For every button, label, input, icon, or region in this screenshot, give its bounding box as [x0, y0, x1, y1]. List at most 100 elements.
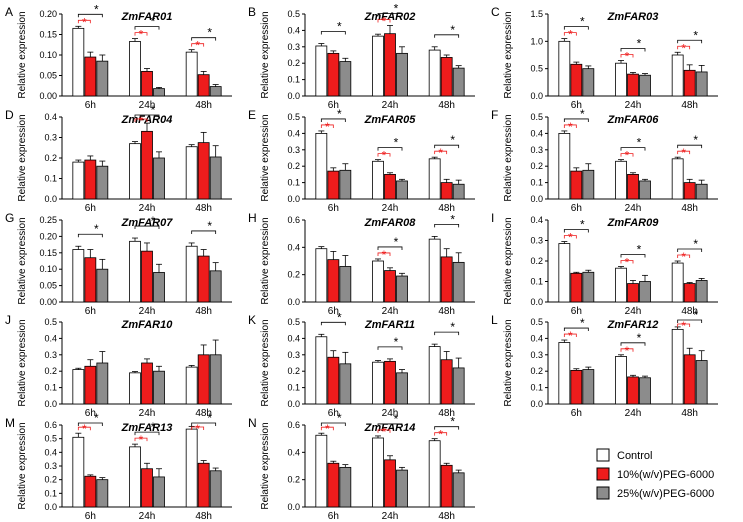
- bar-6h-s1: [84, 159, 97, 200]
- bar-6h-s0: [558, 40, 571, 97]
- y-tick-label: 0.5: [530, 317, 543, 327]
- sig-star-25: *: [580, 15, 585, 29]
- sig-star-10: *: [382, 248, 387, 262]
- sig-star-10: *: [139, 28, 144, 42]
- panel-letter: C: [491, 5, 500, 19]
- panel-C: C ZmFAR03 Relative expression 0.0 0.5 1.0 1.5 6…: [491, 5, 718, 111]
- x-tick-label: 24h: [139, 306, 156, 317]
- x-tick-label: 6h: [328, 100, 339, 111]
- sig-bracket-25: [434, 331, 460, 336]
- bar-24h-s1: [627, 283, 639, 303]
- x-tick-label: 6h: [571, 203, 582, 214]
- bar-24h-s2: [153, 370, 165, 405]
- sig-bracket-25: [134, 225, 160, 230]
- panel-title: ZmFAR05: [364, 114, 417, 126]
- legend-swatch-peg10: [596, 467, 610, 481]
- sig-bracket-25: [134, 431, 160, 436]
- panel-title: ZmFAR03: [607, 11, 659, 23]
- sig-star-25: *: [637, 331, 642, 345]
- sig-bracket-10: [563, 124, 577, 128]
- bar-48h-s0: [185, 146, 198, 200]
- x-tick-label: 24h: [382, 511, 399, 522]
- bar-48h-s2: [695, 360, 708, 405]
- bar-48h-s0: [185, 428, 198, 508]
- y-tick-label: 0.0: [530, 399, 543, 409]
- y-tick-label: 0.2: [530, 256, 543, 266]
- panel-K: K ZmFAR11 Relative expression 0.0 0.1 0.2 0.3 0…: [248, 310, 475, 419]
- bar-6h-s0: [315, 336, 328, 405]
- sig-star-25: *: [693, 133, 698, 147]
- x-tick-label: 24h: [139, 100, 156, 111]
- sig-star-10: *: [681, 146, 686, 160]
- sig-star-10: *: [382, 14, 387, 28]
- sig-bracket-25: [620, 342, 646, 346]
- x-tick-label: 24h: [139, 511, 156, 522]
- sig-bracket-10: [620, 348, 634, 352]
- x-tick-label: 6h: [328, 203, 339, 214]
- y-tick-label: 0.2: [287, 475, 300, 485]
- y-axis-label: Relative expression: [17, 114, 28, 201]
- sig-star-25: *: [151, 214, 156, 228]
- bar-24h-s0: [129, 240, 141, 303]
- bar-48h-s1: [197, 354, 210, 405]
- panel-L: L ZmFAR12 Relative expression 0.0 0.1 0.2 0.3 0…: [491, 308, 718, 419]
- x-tick-label: 6h: [328, 408, 339, 419]
- sig-bracket-25: [434, 426, 460, 430]
- panel-G: G ZmFAR07 Relative expression 0.00 0.05 0.10 0…: [5, 211, 232, 317]
- bar-48h-s2: [209, 86, 222, 97]
- sig-bracket-10: [377, 429, 391, 433]
- bar-6h-s2: [582, 169, 595, 200]
- y-axis-label: Relative expression: [503, 11, 514, 98]
- y-tick-label: 0.15: [39, 248, 57, 258]
- sig-star-10: *: [195, 39, 200, 53]
- bar-6h-s2: [339, 466, 352, 508]
- y-tick-label: 0.1: [44, 174, 57, 184]
- sig-star-10: *: [625, 49, 630, 63]
- bar-6h-s0: [315, 45, 328, 97]
- bar-24h-s2: [153, 476, 165, 508]
- y-tick-label: 0.1: [287, 383, 300, 393]
- sig-bracket-25: [677, 144, 703, 149]
- sig-bracket-25: [320, 118, 346, 122]
- sig-star-25: *: [637, 243, 642, 257]
- bar-6h-s2: [582, 68, 595, 97]
- y-tick-label: 0.3: [44, 133, 57, 143]
- bar-24h-s2: [153, 88, 165, 97]
- bar-48h-s1: [440, 464, 453, 508]
- sig-star-25: *: [337, 107, 342, 121]
- bar-48h-s0: [185, 51, 198, 97]
- sig-bracket-25: [320, 31, 346, 35]
- panel-letter: N: [248, 416, 257, 430]
- bar-48h-s0: [185, 366, 198, 405]
- sig-star-25: *: [151, 103, 156, 117]
- x-tick-label: 48h: [438, 203, 455, 214]
- bar-6h-s1: [327, 52, 340, 97]
- sig-bracket-25: [377, 246, 403, 250]
- bar-48h-s0: [671, 158, 684, 200]
- bar-6h-s0: [558, 243, 571, 303]
- bar-24h-s0: [129, 372, 141, 405]
- bar-24h-s1: [141, 362, 153, 405]
- bar-6h-s0: [72, 369, 85, 405]
- sig-star-25: *: [693, 237, 698, 251]
- bar-48h-s1: [440, 57, 453, 97]
- panel-title: ZmFAR14: [364, 422, 416, 434]
- bar-24h-s1: [141, 71, 153, 97]
- sig-bracket-25: [191, 230, 217, 234]
- y-tick-label: 0.2: [530, 161, 543, 171]
- y-axis-label: Relative expression: [503, 217, 514, 304]
- bar-48h-s1: [683, 354, 696, 405]
- y-tick-label: 0.2: [287, 58, 300, 68]
- sig-star-10: *: [382, 425, 387, 439]
- y-tick-label: 0.1: [530, 277, 543, 287]
- panel-A: A ZmFAR01 Relative expression 0.00 0.05 0.10 0…: [5, 2, 232, 111]
- sig-star-10: *: [681, 250, 686, 264]
- bar-6h-s0: [315, 248, 328, 303]
- bar-6h-s1: [84, 365, 97, 405]
- sig-bracket-25: [677, 319, 703, 323]
- sig-star-10: *: [568, 120, 573, 134]
- bar-48h-s2: [209, 354, 222, 405]
- y-axis-label: Relative expression: [260, 114, 271, 201]
- sig-bracket-10: [77, 19, 91, 24]
- y-axis-label: Relative expression: [260, 217, 271, 304]
